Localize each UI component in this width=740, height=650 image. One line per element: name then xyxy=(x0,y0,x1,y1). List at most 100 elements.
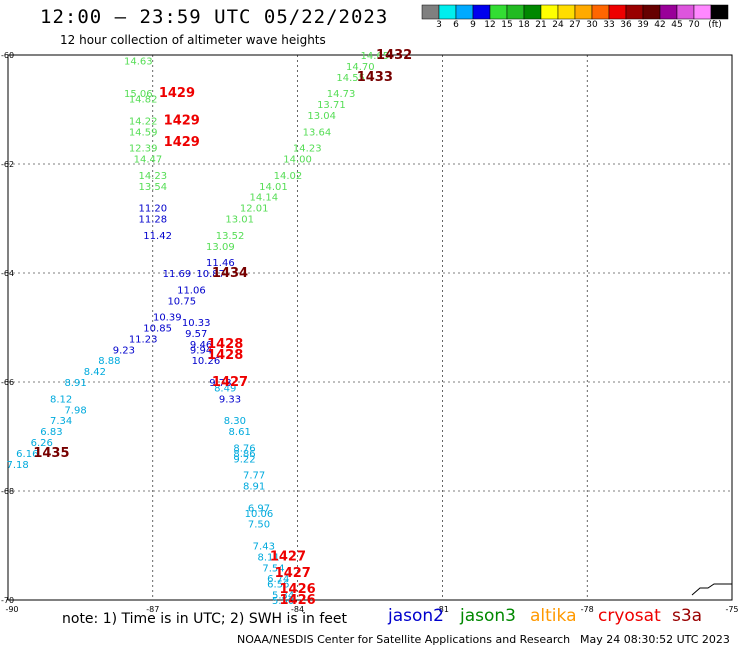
colorbar-swatch xyxy=(642,4,661,20)
colorbar-swatch xyxy=(557,4,576,20)
data-point-label: 8.49 xyxy=(214,383,236,394)
colorbar-swatch xyxy=(710,4,729,20)
data-point-label: 13.71 xyxy=(317,100,346,111)
colorbar-tick-label: 42 xyxy=(654,20,666,30)
data-point-label: 10.39 xyxy=(153,313,182,324)
data-point-label: 6.56 xyxy=(267,580,289,591)
mission-legend-cryosat: cryosat xyxy=(598,606,661,626)
data-point-label: 1433 xyxy=(357,70,393,85)
colorbar-tick-label: 9 xyxy=(470,20,476,30)
y-tick-label: -70 xyxy=(1,596,14,605)
x-tick-label: -78 xyxy=(581,605,594,614)
data-point-label: 12.39 xyxy=(129,144,158,155)
data-point-label: 1427 xyxy=(212,375,248,390)
data-point-label: 8.88 xyxy=(98,356,120,367)
data-point-label: 1428 xyxy=(207,348,243,363)
data-point-label: 14.14 xyxy=(249,193,278,204)
data-point-label: 14.01 xyxy=(259,182,288,193)
data-point-label: 11.46 xyxy=(206,258,235,269)
data-point-label: 1429 xyxy=(164,113,200,128)
data-point-label: 1428 xyxy=(207,337,243,352)
mission-legend-s3a: s3a xyxy=(672,606,703,626)
data-point-label: 10.85 xyxy=(143,324,172,335)
data-point-label: 6.83 xyxy=(40,427,62,438)
data-point-label: 7.54 xyxy=(262,563,284,574)
data-point-label: 10.87 xyxy=(196,269,225,280)
data-point-label: 13.52 xyxy=(216,231,245,242)
data-point-label: 14.23 xyxy=(138,171,167,182)
x-tick-label: -75 xyxy=(725,605,738,614)
data-point-label: 14.23 xyxy=(293,144,322,155)
data-point-label: 5.50 xyxy=(272,596,294,607)
data-point-label: 9.46 xyxy=(190,340,212,351)
data-point-label: 14.73 xyxy=(327,89,356,100)
mission-legend-altika: altika xyxy=(530,606,577,626)
colorbar-tick-label: 24 xyxy=(552,20,564,30)
data-point-label: 14.00 xyxy=(283,155,312,166)
data-point-label: 8.30 xyxy=(224,416,246,427)
data-point-label: 8.76 xyxy=(233,443,255,454)
data-point-label: 7.18 xyxy=(7,460,29,471)
y-tick-label: -68 xyxy=(1,487,14,496)
data-point-label: 10.75 xyxy=(167,296,196,307)
colorbar-tick-label: 39 xyxy=(637,20,649,30)
data-point-label: 14.63 xyxy=(124,56,153,67)
data-point-label: 6.26 xyxy=(31,438,53,449)
colorbar-tick-label: 45 xyxy=(671,20,683,30)
data-point-label: 9.23 xyxy=(113,345,135,356)
colorbar-tick-label: (ft) xyxy=(708,20,722,30)
data-point-label: 1434 xyxy=(212,266,248,281)
data-point-label: 12.01 xyxy=(240,204,269,215)
data-point-label: 14.47 xyxy=(134,155,163,166)
data-point-label: 8.91 xyxy=(243,482,265,493)
data-point-label: 5.34 xyxy=(272,591,294,602)
colorbar-swatch xyxy=(438,4,457,20)
data-point-label: 1426 xyxy=(280,593,316,608)
data-point-label: 15.06 xyxy=(124,89,153,100)
data-point-label: 14.59 xyxy=(129,127,158,138)
data-point-label: 8.86 xyxy=(233,449,255,460)
credit-text: NOAA/NESDIS Center for Satellite Applica… xyxy=(237,633,571,646)
x-tick-label: -81 xyxy=(436,605,449,614)
data-point-label: 11.23 xyxy=(129,334,158,345)
data-point-label: 1426 xyxy=(280,582,316,597)
data-point-label: 9.22 xyxy=(233,454,255,465)
colorbar-swatch xyxy=(540,4,559,20)
data-point-label: 1429 xyxy=(164,135,200,150)
colorbar-tick-label: 70 xyxy=(688,20,700,30)
y-tick-label: -66 xyxy=(1,378,14,387)
colorbar-swatch xyxy=(506,4,525,20)
colorbar-swatch xyxy=(472,4,491,20)
timestamp-text: May 24 08:30:52 UTC 2023 xyxy=(580,633,730,646)
data-point-label: 13.54 xyxy=(138,182,167,193)
data-point-label: 10.26 xyxy=(192,356,221,367)
data-point-label: 8.61 xyxy=(229,427,251,438)
colorbar-swatch xyxy=(591,4,610,20)
y-tick-label: -64 xyxy=(1,269,14,278)
colorbar-tick-label: 21 xyxy=(535,20,547,30)
x-tick-label: -84 xyxy=(291,605,304,614)
data-point-label: 7.98 xyxy=(64,405,86,416)
y-tick-label: -62 xyxy=(1,160,14,169)
colorbar-swatch xyxy=(574,4,593,20)
data-point-label: 1432 xyxy=(376,48,412,63)
footer-note: note: 1) Time is in UTC; 2) SWH is in fe… xyxy=(62,611,348,627)
data-point-label: 13.64 xyxy=(303,127,332,138)
mission-legend-jason2: jason2 xyxy=(388,606,444,626)
data-point-label: 11.69 xyxy=(163,269,192,280)
data-point-label: 11.28 xyxy=(138,215,167,226)
data-point-label: 14.82 xyxy=(129,95,158,106)
colorbar-swatch xyxy=(489,4,508,20)
colorbar-tick-label: 27 xyxy=(569,20,581,30)
y-tick-label: -60 xyxy=(1,51,14,60)
colorbar-swatch xyxy=(676,4,695,20)
colorbar-swatch xyxy=(693,4,712,20)
data-point-label: 6.97 xyxy=(248,503,270,514)
data-point-label: 13.09 xyxy=(206,242,235,253)
data-point-label: 8.91 xyxy=(64,378,86,389)
colorbar-swatch xyxy=(455,4,474,20)
colorbar-swatch xyxy=(659,4,678,20)
data-point-label: 11.42 xyxy=(143,231,172,242)
colorbar-tick-label: 3 xyxy=(436,20,442,30)
